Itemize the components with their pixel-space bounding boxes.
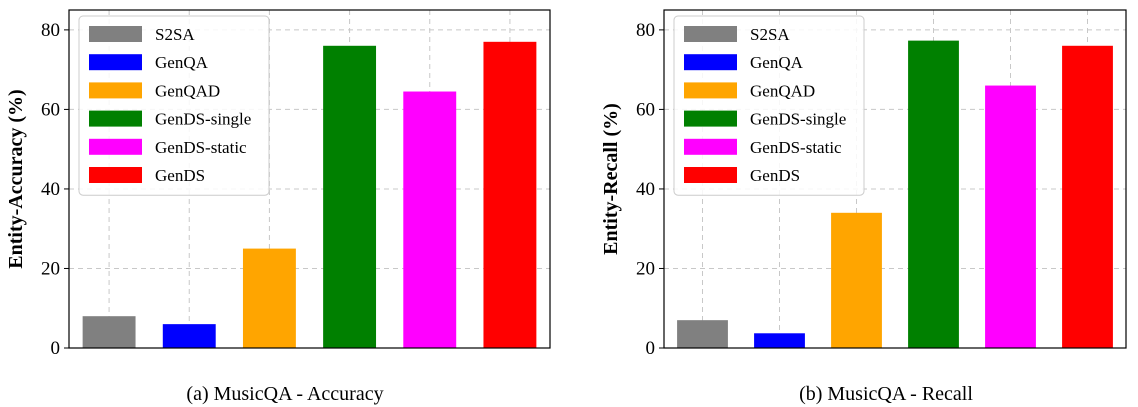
- panel-b-bar-genqa: [754, 333, 805, 348]
- panel-b-bar-genqad: [831, 212, 882, 348]
- panel-a-legend-label: GenDS-single: [155, 110, 251, 129]
- panel-b-legend-label: GenDS: [750, 166, 800, 185]
- panel-b-ytick-label: 40: [636, 179, 655, 200]
- panel-b-legend-swatch: [684, 138, 737, 155]
- panel-b-ytick-label: 80: [636, 20, 655, 41]
- panel-b-ytick-label: 20: [636, 258, 655, 279]
- panel-a-bar-gends-static: [403, 91, 457, 349]
- panel-a-ytick-label: 20: [41, 258, 60, 279]
- panel-b-bar-s2sa: [677, 320, 728, 348]
- panel-b-legend-swatch: [684, 26, 737, 42]
- panel-b-legend-swatch: [684, 82, 737, 99]
- panel-b-bar-gends-single: [908, 40, 959, 348]
- panel-a-legend-swatch: [89, 138, 142, 155]
- panel-a-axes-frame: [68, 9, 551, 349]
- panel-b-caption: (b) MusicQA - Recall: [799, 383, 973, 405]
- panel-a-ytick-label: 0: [51, 338, 61, 359]
- panel-a-caption: (a) MusicQA - Accuracy: [186, 383, 383, 405]
- panel-a-bar-gends: [483, 41, 537, 348]
- panel-a-bar-genqa: [162, 324, 216, 348]
- panel-a-legend-swatch: [89, 167, 142, 183]
- panel-a-legend-swatch: [89, 82, 142, 99]
- panel-b-bar-gends-static: [985, 85, 1036, 348]
- panel-b-legend-label: GenQAD: [750, 81, 815, 100]
- panel-b-ytick-label: 0: [646, 338, 656, 359]
- panel-a-bar-genqad: [242, 248, 296, 348]
- panel-b-legend-label: GenQA: [750, 53, 804, 72]
- panel-b-legend-swatch: [684, 54, 737, 71]
- panel-a-bar-s2sa: [82, 316, 136, 348]
- panel-a-ytick-label: 80: [41, 20, 60, 41]
- panel-a-ytick-label: 60: [41, 99, 60, 120]
- panel-a-legend-label: S2SA: [155, 25, 195, 44]
- panel-a-ytick-label: 40: [41, 179, 60, 200]
- panel-b-legend-label: GenDS-static: [750, 138, 842, 157]
- panel-a-bar-gends-single: [323, 45, 377, 348]
- panel-b-axes-frame: [663, 9, 1127, 349]
- panel-b-bar-gends: [1062, 45, 1113, 348]
- panel-b-legend-label: S2SA: [750, 25, 790, 44]
- panel-a-legend-swatch: [89, 110, 142, 127]
- panel-b-legend-label: GenDS-single: [750, 110, 846, 129]
- panel-a-legend-label: GenQAD: [155, 81, 220, 100]
- panel-a-ylabel: Entity-Accuracy (%): [5, 89, 27, 268]
- panel-a-legend-swatch: [89, 54, 142, 71]
- panel-b-legend-swatch: [684, 167, 737, 183]
- panel-a-legend-label: GenQA: [155, 53, 209, 72]
- panel-b-legend-swatch: [684, 110, 737, 127]
- panel-a-legend-label: GenDS: [155, 166, 205, 185]
- panel-a-legend-swatch: [89, 26, 142, 42]
- panel-b-ytick-label: 60: [636, 99, 655, 120]
- panel-a-legend-label: GenDS-static: [155, 138, 247, 157]
- panel-b-ylabel: Entity-Recall (%): [600, 103, 622, 255]
